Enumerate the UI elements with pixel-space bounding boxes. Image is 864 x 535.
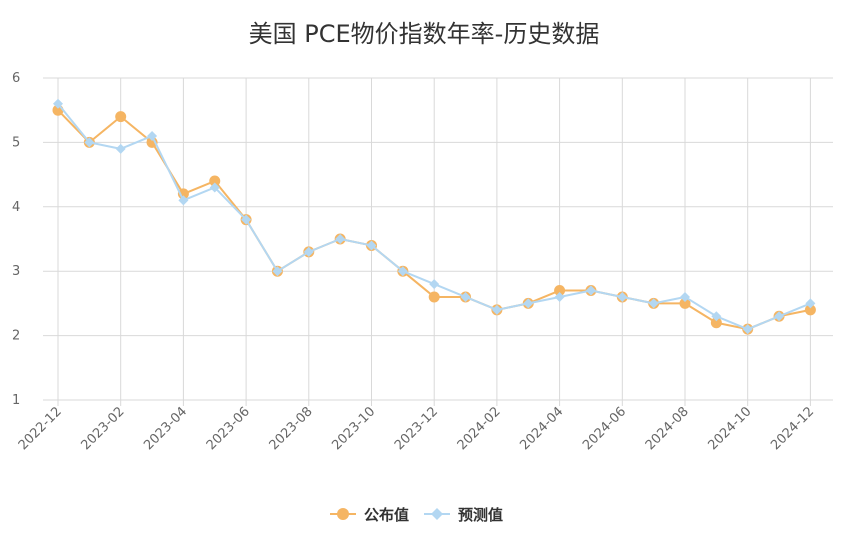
point-forecast-2023-10[interactable] [366,240,377,251]
point-forecast-2024-03[interactable] [523,298,534,309]
x-tick-label-2023-10: 2023-10 [329,404,378,453]
point-forecast-2024-08[interactable] [680,291,690,302]
legend-marker-circle [337,508,349,520]
point-published-2024-04[interactable] [554,285,566,297]
point-forecast-2024-01[interactable] [460,291,471,302]
x-tick-label-2022-12: 2022-12 [16,404,65,453]
point-forecast-2024-12[interactable] [805,298,816,309]
point-forecast-2024-05[interactable] [585,285,596,296]
point-forecast-2023-03[interactable] [147,130,158,141]
point-forecast-2024-04[interactable] [554,291,565,302]
legend-item-published[interactable]: 公布值 [330,506,409,524]
y-tick-label-2: 2 [12,329,20,344]
point-forecast-2023-12[interactable] [429,279,440,290]
point-forecast-2023-01[interactable] [84,137,95,148]
grid [43,77,833,406]
point-published-2023-12[interactable] [428,291,440,303]
x-tick-label-2023-02: 2023-02 [79,404,128,453]
point-published-2023-05[interactable] [209,175,221,187]
y-tick-label-1: 1 [12,393,20,408]
point-forecast-2024-11[interactable] [774,311,785,322]
point-forecast-2023-02[interactable] [115,143,126,154]
axes: 1 2 3 4 5 6 2022-12 2023-02 2023-04 2023-06 2023-0… [12,71,817,453]
point-forecast-2023-04[interactable] [178,195,189,206]
point-forecast-2024-02[interactable] [491,304,502,315]
x-tick-label-2024-04: 2024-04 [517,404,566,453]
series-forecast [53,98,816,335]
point-forecast-2024-09[interactable] [711,311,722,322]
point-forecast-2023-05[interactable] [209,182,220,193]
y-tick-label-3: 3 [12,264,20,279]
point-forecast-2023-11[interactable] [397,266,408,277]
y-tick-label-5: 5 [12,135,20,150]
x-tick-label-2023-08: 2023-08 [267,404,316,453]
x-tick-label-2024-02: 2024-02 [455,404,504,453]
y-tick-label-4: 4 [12,200,20,215]
point-forecast-2024-07[interactable] [648,298,659,309]
legend-marker-diamond [431,508,443,520]
point-forecast-2024-10[interactable] [742,324,753,335]
point-forecast-2023-09[interactable] [335,234,346,244]
x-tick-label-2024-12: 2024-12 [768,404,817,453]
legend: 公布值 预测值 [330,506,503,524]
point-forecast-2022-12[interactable] [53,98,63,109]
point-forecast-2024-06[interactable] [617,291,628,302]
x-tick-label-2023-12: 2023-12 [392,404,441,453]
x-tick-label-2023-06: 2023-06 [204,404,253,453]
legend-label-forecast: 预测值 [458,506,503,524]
y-tick-label-6: 6 [12,71,20,86]
point-published-2024-08[interactable] [679,297,691,309]
point-forecast-2023-07[interactable] [272,266,283,277]
point-forecast-2023-08[interactable] [303,246,314,257]
x-tick-label-2024-06: 2024-06 [580,404,629,453]
point-published-2024-09[interactable] [710,317,722,329]
point-published-2023-02[interactable] [115,111,127,123]
point-published-2024-12[interactable] [804,304,816,316]
point-forecast-2023-06[interactable] [241,214,252,225]
legend-item-forecast[interactable]: 预测值 [424,506,503,524]
x-tick-label-2024-08: 2024-08 [643,404,692,453]
series-group [52,98,816,335]
x-tick-label-2023-04: 2023-04 [141,404,190,453]
chart-title: 美国 PCE物价指数年率-历史数据 [249,20,600,48]
x-tick-label-2024-10: 2024-10 [706,404,755,453]
legend-label-published: 公布值 [364,506,409,524]
